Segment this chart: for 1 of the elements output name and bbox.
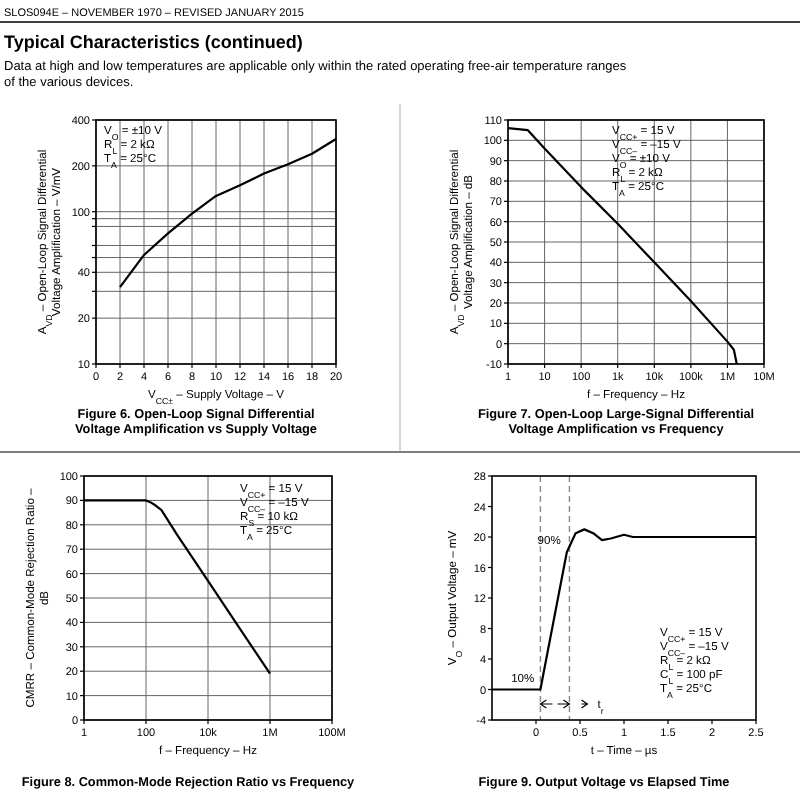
text: Typical Characteristics (continued) bbox=[4, 32, 303, 52]
